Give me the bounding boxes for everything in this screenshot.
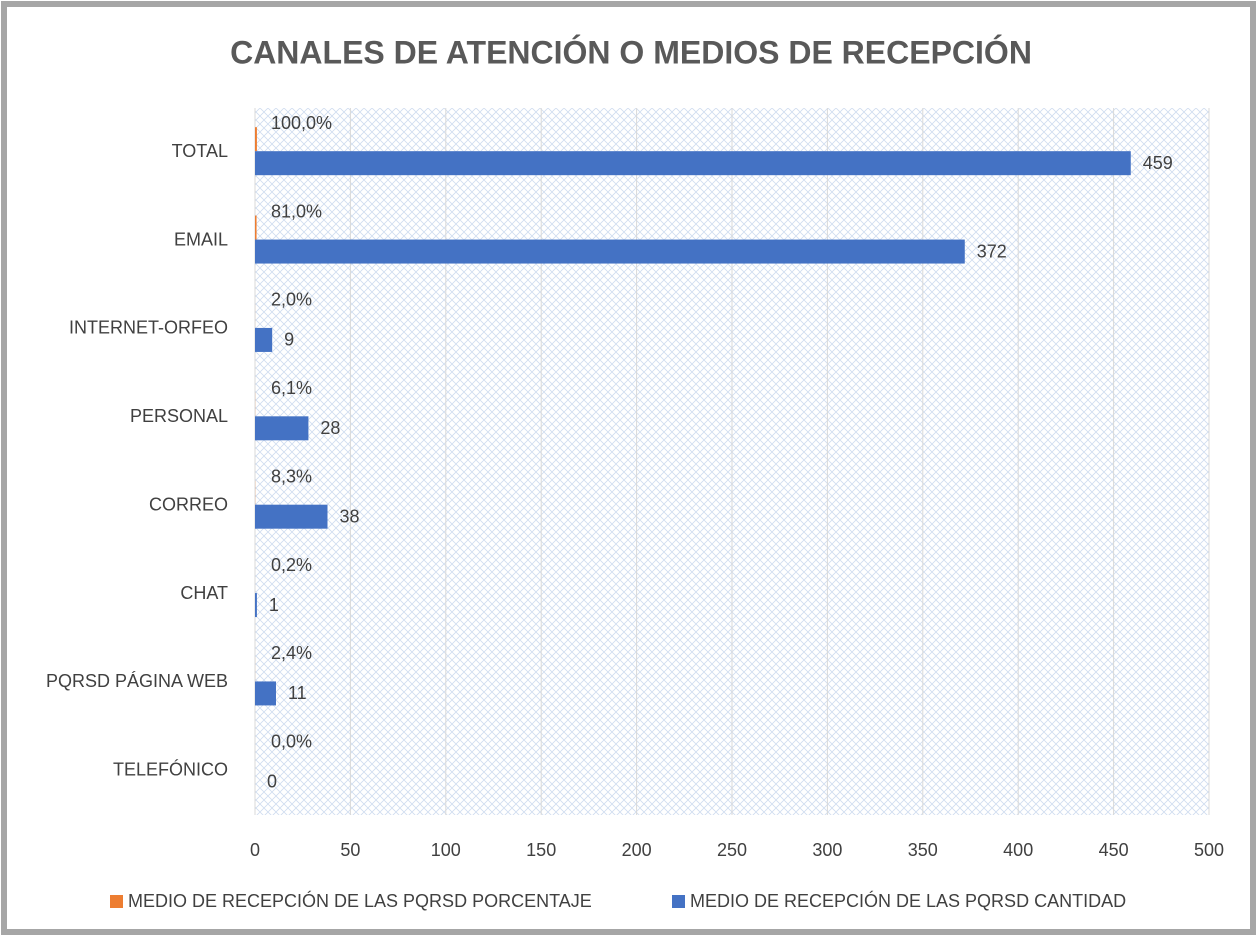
x-tick-label: 150 [526,840,556,860]
y-tick-label: EMAIL [174,229,228,249]
data-label: 0 [267,772,277,792]
data-label: 100,0% [271,113,332,133]
bar [255,151,1131,176]
y-tick-label: CORREO [149,494,228,514]
data-label: 1 [269,595,279,615]
x-tick-label: 400 [1003,840,1033,860]
data-label: 2,0% [271,290,312,310]
data-label: 2,4% [271,643,312,663]
bar [255,593,257,618]
data-label: 0,0% [271,732,312,752]
bar [255,504,328,529]
data-label: 0,2% [271,555,312,575]
y-tick-label: INTERNET-ORFEO [69,318,228,338]
bar [255,239,965,264]
chart-title: CANALES DE ATENCIÓN O MEDIOS DE RECEPCIÓ… [230,34,1032,70]
data-label: 9 [284,330,294,350]
x-tick-label: 500 [1194,840,1224,860]
y-tick-label: CHAT [180,583,228,603]
legend-swatch [672,895,685,908]
x-tick-label: 300 [812,840,842,860]
x-tick-label: 0 [250,840,260,860]
y-tick-label: TELEFÓNICO [113,759,228,780]
x-tick-label: 350 [908,840,938,860]
data-label: 372 [977,241,1007,261]
data-label: 81,0% [271,201,322,221]
y-tick-label: PQRSD PÁGINA WEB [46,671,228,691]
y-tick-label: TOTAL [172,141,228,161]
bar [255,127,257,152]
legend-label: MEDIO DE RECEPCIÓN DE LAS PQRSD PORCENTA… [128,890,592,911]
bar [255,416,309,441]
data-label: 28 [320,418,340,438]
x-tick-label: 50 [340,840,360,860]
x-tick-label: 250 [717,840,747,860]
legend-label: MEDIO DE RECEPCIÓN DE LAS PQRSD CANTIDAD [690,890,1126,911]
x-tick-label: 100 [431,840,461,860]
data-label: 8,3% [271,466,312,486]
x-tick-label: 200 [622,840,652,860]
legend-swatch [110,895,123,908]
x-tick-label: 450 [1099,840,1129,860]
bar [255,327,273,352]
data-label: 6,1% [271,378,312,398]
bar [255,681,276,706]
bar [255,215,257,240]
y-tick-label: PERSONAL [130,406,228,426]
data-label: 38 [340,506,360,526]
data-label: 459 [1143,153,1173,173]
data-label: 11 [288,683,307,703]
